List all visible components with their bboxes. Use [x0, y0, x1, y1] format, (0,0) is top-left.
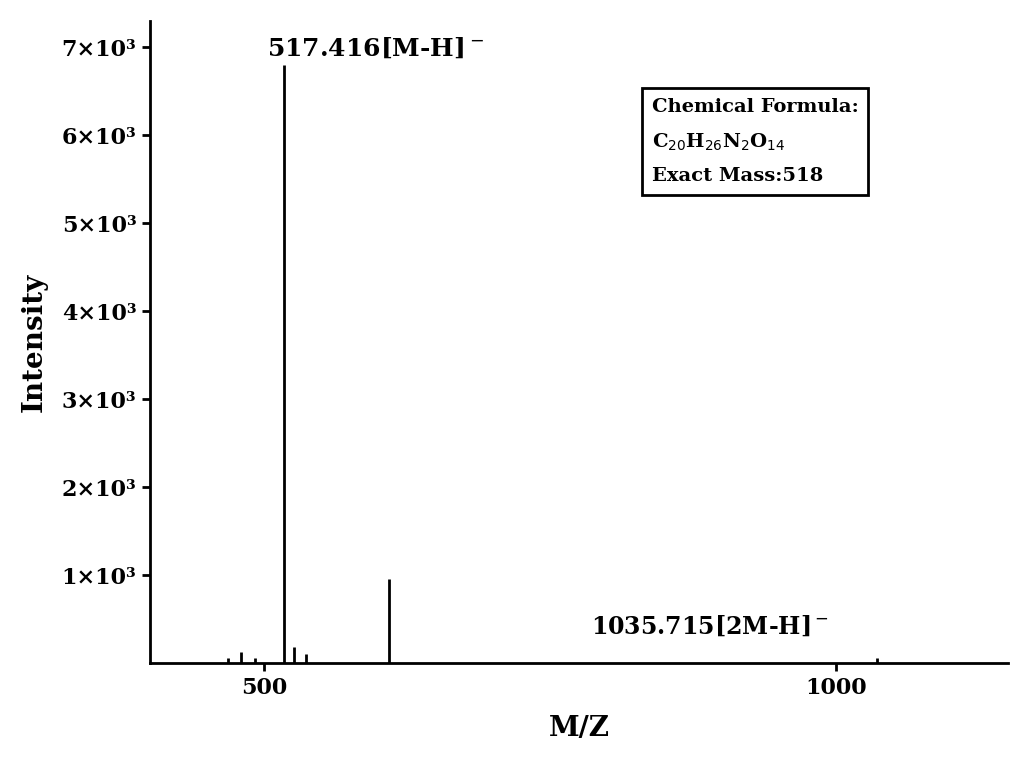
Text: 517.416[M-H]$^-$: 517.416[M-H]$^-$: [267, 36, 484, 60]
Text: Chemical Formula:
C$_{20}$H$_{26}$N$_{2}$O$_{14}$
Exact Mass:518: Chemical Formula: C$_{20}$H$_{26}$N$_{2}…: [652, 98, 858, 185]
Text: 1035.715[2M-H]$^-$: 1035.715[2M-H]$^-$: [592, 614, 829, 639]
Y-axis label: Intensity: Intensity: [21, 272, 47, 412]
X-axis label: M/Z: M/Z: [548, 715, 609, 742]
